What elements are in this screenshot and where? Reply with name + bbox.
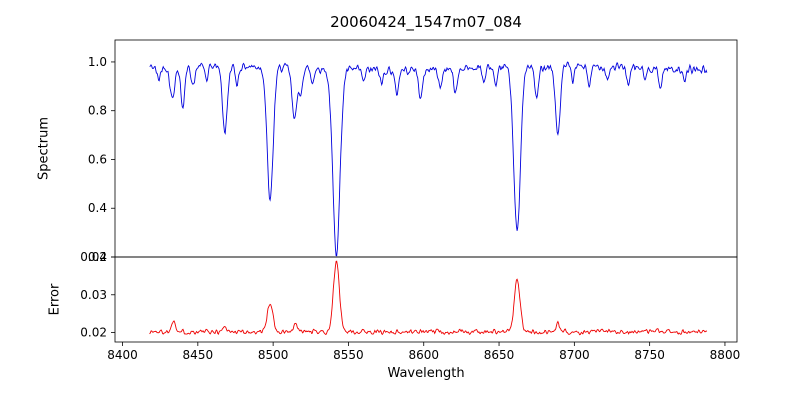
- y-tick-label: 0.04: [80, 250, 107, 264]
- x-axis-label: Wavelength: [387, 366, 465, 381]
- x-tick-label: 8800: [710, 348, 741, 362]
- panel-frame: [114, 256, 738, 343]
- y-tick-label: 0.02: [80, 326, 107, 340]
- x-tick-label: 8600: [408, 348, 439, 362]
- x-tick-label: 8500: [258, 348, 289, 362]
- x-tick-label: 8450: [183, 348, 214, 362]
- x-tick-label: 8700: [559, 348, 590, 362]
- y-tick-label: 0.03: [80, 288, 107, 302]
- chart-title: 20060424_1547m07_084: [330, 13, 522, 31]
- y-tick-label: 0.2: [88, 250, 107, 264]
- y-tick-label: 0.6: [88, 152, 107, 166]
- x-tick-label: 8650: [484, 348, 515, 362]
- y-tick-label: 1.0: [88, 55, 107, 69]
- y-tick-label: 0.4: [88, 201, 107, 215]
- spectrum-line: [149, 61, 708, 257]
- y-tick-label: 0.8: [88, 104, 107, 118]
- x-tick-label: 8400: [107, 348, 138, 362]
- x-tick-label: 8750: [634, 348, 665, 362]
- x-tick-label: 8550: [333, 348, 364, 362]
- error-line: [149, 260, 708, 336]
